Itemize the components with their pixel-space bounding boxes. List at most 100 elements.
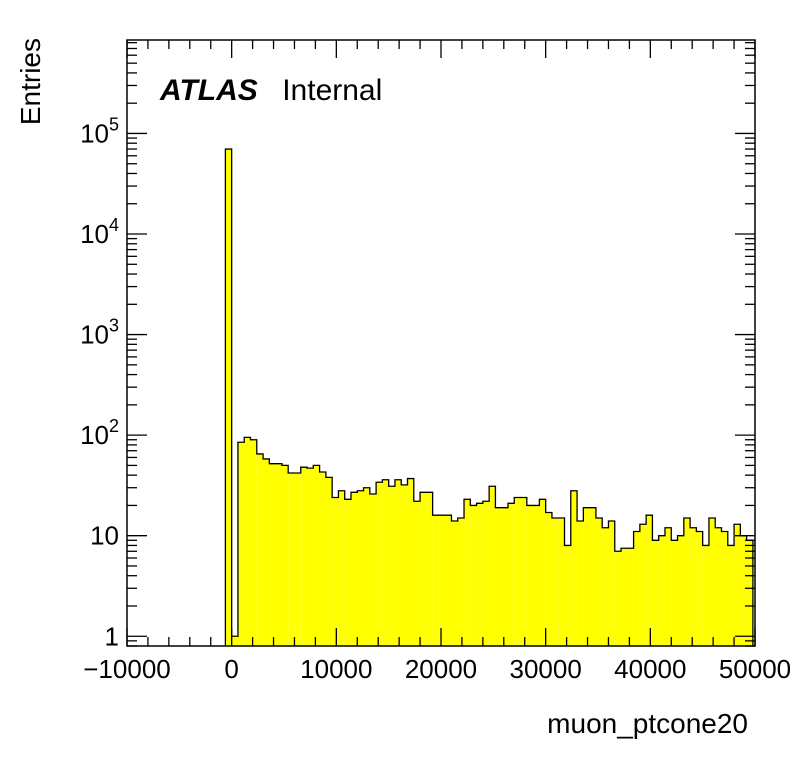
histogram-bar xyxy=(633,531,640,646)
x-tick-label: 20000 xyxy=(405,654,477,684)
y-tick-exponent: 4 xyxy=(109,215,119,235)
x-axis-title: muon_ptcone20 xyxy=(547,708,748,739)
x-tick-label: −10000 xyxy=(83,654,170,684)
histogram-bar xyxy=(577,521,584,646)
histogram-bar xyxy=(426,492,433,646)
histogram-bar xyxy=(464,499,471,646)
histogram-bar xyxy=(281,465,289,646)
histogram-bar xyxy=(369,493,377,646)
y-axis-title: Entries xyxy=(15,38,46,125)
y-tick-label: 1 xyxy=(105,621,119,651)
histogram-bar xyxy=(357,490,364,646)
histogram-bar xyxy=(564,545,571,646)
histogram-bar xyxy=(407,478,414,646)
x-tick-label: 40000 xyxy=(614,654,686,684)
histogram-bar xyxy=(344,499,351,646)
histogram-bar xyxy=(708,517,716,646)
histogram-bar xyxy=(690,527,697,646)
histogram-bar xyxy=(231,636,238,646)
histogram-bar xyxy=(401,484,408,646)
y-tick-exponent: 2 xyxy=(109,416,119,436)
histogram-bar xyxy=(413,501,421,646)
y-tick-label: 103 xyxy=(80,316,119,350)
histogram-bar xyxy=(294,473,301,646)
x-tick-labels: −10000 0 10000 20000 30000 40000 50000 xyxy=(83,654,791,684)
x-tick-label: 10000 xyxy=(300,654,372,684)
histogram-bar xyxy=(256,453,264,646)
y-tick-label: 105 xyxy=(80,114,119,148)
y-tick-exponent: 5 xyxy=(109,114,119,134)
histogram-bar xyxy=(263,458,270,646)
histogram-bar xyxy=(715,527,722,646)
histogram-bar xyxy=(533,505,540,646)
y-tick-base: 10 xyxy=(80,219,109,249)
histogram-bar xyxy=(495,507,502,646)
histogram-bar xyxy=(338,490,345,646)
histogram-bar xyxy=(501,507,508,646)
histogram-bar xyxy=(583,507,590,646)
histogram-bar xyxy=(470,505,477,646)
histogram-bar xyxy=(558,517,565,646)
y-tick-label: 102 xyxy=(80,416,119,450)
histogram-bar xyxy=(275,463,282,646)
histogram-bar xyxy=(482,501,490,646)
axis-ticks xyxy=(126,40,756,647)
histogram-bar xyxy=(746,540,753,646)
histogram-bar xyxy=(608,521,615,646)
histogram-bar xyxy=(539,499,546,646)
histogram-bar xyxy=(225,149,232,646)
histogram-bar xyxy=(376,482,383,646)
histogram-bar xyxy=(507,503,515,646)
histogram-bar xyxy=(551,517,559,646)
histogram-bar xyxy=(457,517,465,646)
histogram-bar xyxy=(520,497,527,646)
histogram-bar xyxy=(250,439,257,646)
histogram-bar xyxy=(244,437,251,646)
atlas-label: ATLAS xyxy=(159,74,258,107)
histogram-bar xyxy=(514,497,521,646)
histogram-bar xyxy=(350,492,358,646)
histogram-bar xyxy=(671,540,678,646)
x-tick-label: 50000 xyxy=(719,654,791,684)
histogram-bar xyxy=(595,517,603,646)
histogram-bar xyxy=(646,515,653,646)
histogram-bar xyxy=(388,486,395,646)
histogram-bar xyxy=(721,531,728,646)
histogram-bar xyxy=(269,463,276,646)
histogram-bar xyxy=(740,535,747,646)
histogram-bar xyxy=(432,515,439,646)
histogram-bar xyxy=(394,479,402,646)
histogram-bar xyxy=(382,479,389,646)
histogram-bar xyxy=(313,465,320,646)
histogram-bar xyxy=(319,471,326,646)
histogram-bar xyxy=(727,545,735,646)
histogram-bar xyxy=(570,490,578,646)
histogram-bar xyxy=(652,540,659,646)
histogram-bar xyxy=(451,521,458,646)
histogram-outline xyxy=(224,148,754,646)
histogram-bar xyxy=(332,497,339,646)
histogram-bar xyxy=(658,535,665,646)
histogram-bar xyxy=(696,531,703,646)
histogram-bar xyxy=(702,545,709,646)
histogram-bar xyxy=(589,507,596,646)
x-tick-label: 0 xyxy=(224,654,238,684)
histogram-bar xyxy=(438,515,446,646)
histogram-bar xyxy=(621,548,628,646)
y-tick-base: 10 xyxy=(80,420,109,450)
y-tick-label: 10 xyxy=(90,521,119,551)
histogram-bar xyxy=(734,524,741,646)
histogram-bar xyxy=(614,551,622,646)
histogram-bar xyxy=(683,517,691,646)
y-tick-base: 10 xyxy=(80,320,109,350)
histogram-bar xyxy=(476,503,483,646)
histogram-bar xyxy=(677,535,684,646)
histogram-bar xyxy=(363,487,370,646)
histogram-bar xyxy=(300,467,308,646)
y-tick-exponent: 3 xyxy=(109,316,119,336)
histogram-bar xyxy=(288,473,295,646)
histogram-bar xyxy=(545,512,552,646)
histogram-bar xyxy=(489,486,496,646)
